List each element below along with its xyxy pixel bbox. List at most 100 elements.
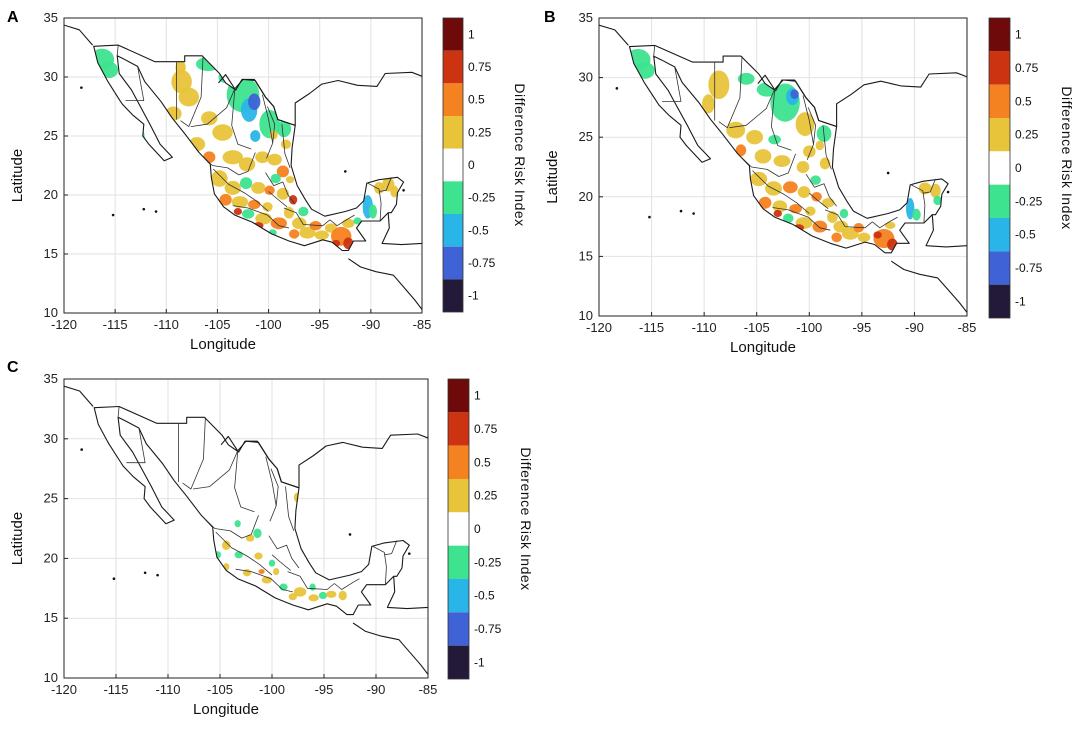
colorbar-swatch (989, 118, 1010, 152)
risk-region (857, 232, 871, 243)
state-border (262, 94, 274, 159)
risk-region (267, 153, 282, 166)
colorbar-swatch (448, 645, 469, 679)
colorbar: 1 0.75 0.5 0.25 0 -0.25 -0.5 -0.75 -1 Difference … (442, 17, 528, 313)
risk-region (280, 139, 292, 149)
risk-region (758, 196, 772, 209)
us-pacific-coast (64, 385, 94, 407)
x-tick-label: -85 (419, 682, 438, 697)
y-tick-label: 25 (44, 491, 58, 506)
state-border (232, 205, 290, 229)
state-border (771, 90, 792, 151)
x-axis-label: Longitude (190, 336, 256, 353)
risk-region (783, 213, 794, 224)
colorbar-tick-label: -1 (474, 655, 485, 669)
panel-letter: C (7, 359, 19, 376)
colorbar-tick-label: -0.75 (474, 622, 502, 636)
state-border (180, 55, 204, 127)
colorbar-swatch (989, 84, 1010, 118)
risk-region (276, 165, 290, 178)
y-tick-label: 20 (44, 187, 58, 202)
colorbar-tick-label: 0.75 (474, 422, 498, 436)
colorbar-title: Difference Risk Index (512, 83, 528, 226)
island (615, 87, 619, 90)
colorbar-swatch (443, 116, 463, 149)
state-border (268, 535, 300, 569)
risk-region (212, 124, 233, 141)
us-gulf-coast (218, 71, 422, 126)
state-border (367, 182, 382, 222)
risk-region (342, 218, 355, 229)
state-border (116, 45, 119, 56)
x-tick-label: -100 (796, 320, 822, 335)
colorbar-swatch (443, 279, 463, 312)
colorbar-swatch (443, 246, 463, 280)
colorbar-tick-label: 1 (468, 27, 475, 41)
risk-region (285, 176, 295, 184)
colorbar-tick-label: 0.5 (468, 93, 485, 107)
risk-region (248, 93, 261, 111)
risk-region (773, 209, 782, 218)
colorbar-swatch (448, 512, 469, 546)
colorbar: 1 0.75 0.5 0.25 0 -0.25 -0.5 -0.75 -1 Difference … (447, 378, 534, 680)
colorbar-swatch (448, 479, 469, 513)
x-tick-label: -95 (310, 317, 329, 332)
state-border (268, 191, 288, 208)
state-border (198, 152, 256, 176)
risk-region (815, 140, 825, 151)
risk-region (246, 534, 255, 542)
x-tick-label: -120 (586, 320, 612, 335)
colorbar-swatch (443, 18, 463, 51)
risk-region (234, 551, 243, 559)
central-america-pacific (348, 258, 422, 310)
colorbar-swatch (443, 83, 463, 116)
state-border (270, 468, 279, 506)
colorbar-swatch (443, 181, 463, 214)
x-axis-label: Longitude (193, 701, 259, 718)
island (407, 552, 411, 555)
risk-region (293, 587, 307, 597)
state-border (231, 89, 252, 150)
state-border (182, 417, 206, 490)
risk-region (254, 552, 263, 560)
colorbar-tick-label: -1 (1015, 294, 1026, 308)
colorbar-tick-label: -0.25 (474, 555, 502, 569)
map-layer (599, 24, 967, 313)
y-tick-label: 35 (579, 10, 593, 25)
y-axis-label: Latitude (544, 150, 561, 203)
colorbar-frame (442, 17, 464, 313)
risk-region (253, 528, 262, 539)
colorbar-tick-label: -0.75 (1015, 261, 1043, 275)
island (80, 448, 83, 451)
island (692, 212, 695, 215)
risk-region (231, 196, 249, 208)
central-america-coast (386, 576, 428, 610)
panel-letter: B (544, 9, 556, 26)
colorbar-swatch (448, 379, 469, 413)
boundaries (64, 385, 428, 675)
colorbar-tick-label: 0.25 (468, 125, 492, 139)
island (648, 215, 651, 219)
state-border (662, 66, 682, 102)
colorbar-tick-label: 0.25 (474, 489, 498, 503)
colorbar-swatch (448, 579, 469, 613)
risk-region (219, 193, 232, 206)
risk-region (289, 229, 300, 239)
colorbar-swatch (443, 148, 463, 182)
risk-region (234, 520, 241, 528)
colorbar-swatch (448, 612, 469, 646)
panel-a: A-120 -115 -110 -105 -100 -95 -90 -853530252015… (7, 9, 528, 353)
state-border (809, 192, 829, 210)
colorbar-tick-label: 1 (474, 389, 481, 403)
y-tick-label: 15 (44, 610, 58, 625)
risk-region (797, 186, 811, 198)
risk-region (737, 72, 755, 85)
risk-region (238, 157, 256, 172)
x-tick-label: -95 (852, 320, 871, 335)
risk-region (309, 220, 322, 231)
us-pacific-coast (599, 24, 629, 46)
central-america-coast (381, 212, 422, 246)
state-border (384, 540, 398, 556)
risk-region (839, 208, 849, 219)
state-border (235, 568, 293, 593)
